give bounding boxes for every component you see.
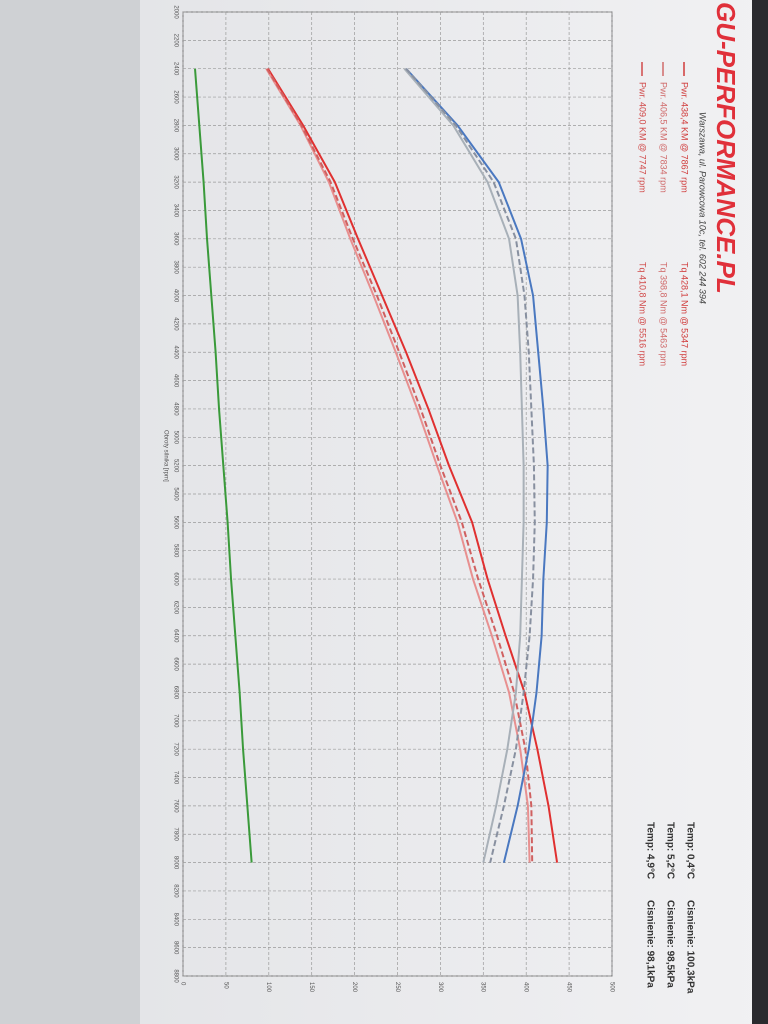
x-axis-label: Obroty silnika [rpm] <box>162 430 168 482</box>
x-tick-label: 5600 <box>172 516 178 530</box>
y-tick-label: 200 <box>351 982 357 993</box>
y-tick-label: 150 <box>308 982 314 993</box>
x-tick-label: 3000 <box>172 147 178 161</box>
legend-power: Pwr. 406,5 KM @ 7834 rpm <box>659 82 669 193</box>
x-tick-label: 7200 <box>172 742 178 756</box>
y-tick-label: 450 <box>566 982 572 993</box>
x-tick-label: 5400 <box>172 487 178 501</box>
y-tick-label: 350 <box>480 982 486 993</box>
curve <box>266 68 534 863</box>
x-tick-label: 3600 <box>172 232 178 246</box>
x-tick-label: 4400 <box>172 346 178 360</box>
x-tick-label: 2600 <box>172 90 178 104</box>
x-tick-label: 7000 <box>172 714 178 728</box>
x-tick-label: 8400 <box>172 913 178 927</box>
x-tick-label: 2400 <box>172 62 178 76</box>
x-tick-label: 7400 <box>172 771 178 785</box>
x-tick-label: 5200 <box>172 459 178 473</box>
y-tick-label: 500 <box>608 982 614 993</box>
x-tick-label: 4800 <box>172 402 178 416</box>
x-tick-label: 7800 <box>172 828 178 842</box>
x-tick-label: 8000 <box>172 856 178 870</box>
y-tick-label: 250 <box>394 982 400 993</box>
y-tick-label: 50 <box>222 982 228 989</box>
x-tick-label: 2000 <box>172 5 178 19</box>
x-tick-label: 2800 <box>172 119 178 133</box>
curve <box>405 68 536 863</box>
y-tick-label: 400 <box>523 982 529 993</box>
x-tick-label: 4000 <box>172 289 178 303</box>
x-tick-label: 3200 <box>172 175 178 189</box>
x-tick-label: 5800 <box>172 544 178 558</box>
curve <box>403 68 525 863</box>
legend-power: Pwr. 438,4 KM @ 7867 rpm <box>680 82 690 193</box>
x-tick-label: 6200 <box>172 601 178 615</box>
x-tick-label: 6400 <box>172 629 178 643</box>
condition-temp: Temp: 5,2°C <box>664 822 675 879</box>
x-tick-label: 6000 <box>172 572 178 586</box>
x-tick-label: 6800 <box>172 686 178 700</box>
legend-torque: Tq 428,1 Nm @ 5347 rpm <box>680 262 690 366</box>
x-tick-label: 3800 <box>172 260 178 274</box>
y-tick-label: 100 <box>265 982 271 993</box>
x-tick-label: 4600 <box>172 374 178 388</box>
x-tick-label: 2200 <box>172 34 178 48</box>
condition-temp: Temp: 4,9°C <box>644 822 655 879</box>
condition-pressure: Cisnienie: 100,3kPa <box>684 900 695 994</box>
brand: GU-PERFORMANCE.PL <box>711 2 741 294</box>
condition-temp: Temp: 0,4°C <box>684 822 695 879</box>
curve <box>265 68 531 863</box>
x-tick-label: 8200 <box>172 884 178 898</box>
edge-shadow <box>752 0 768 1024</box>
x-tick-label: 8600 <box>172 941 178 955</box>
legend-torque: Tq 410,8 Nm @ 5516 rpm <box>638 262 648 366</box>
legend-power: Pwr. 409,0 KM @ 7747 rpm <box>638 82 648 193</box>
curve <box>194 68 253 863</box>
y-tick-label: 0 <box>179 982 185 986</box>
x-tick-label: 7600 <box>172 799 178 813</box>
x-tick-label: 8800 <box>172 969 178 983</box>
x-tick-label: 5000 <box>172 431 178 445</box>
address: Warszawa, ul. Parowcowa 10c, tel. 602 24… <box>698 112 708 304</box>
condition-pressure: Cisnienie: 98,5kPa <box>664 900 675 988</box>
y-tick-label: 300 <box>437 982 443 993</box>
curve <box>405 68 549 863</box>
x-tick-label: 4200 <box>172 317 178 331</box>
legend-torque: Tq 398,8 Nm @ 5463 rpm <box>659 262 669 366</box>
x-tick-label: 6600 <box>172 657 178 671</box>
curve <box>267 68 559 863</box>
x-tick-label: 3400 <box>172 204 178 218</box>
condition-pressure: Cisnienie: 98,1kPa <box>644 900 655 988</box>
